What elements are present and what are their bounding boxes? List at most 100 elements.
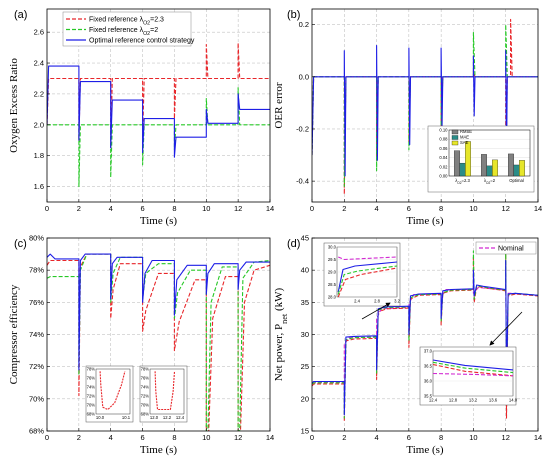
text-run: =2.3 [462, 178, 471, 183]
x-tick-label: 14 [534, 433, 542, 442]
y-tick-label: -0.2 [296, 124, 309, 133]
x-tick-label: 12 [234, 204, 242, 213]
text-run: Time (s) [140, 215, 178, 227]
x-tick-label: 2 [342, 433, 346, 442]
x-tick-label: 12 [502, 204, 510, 213]
text-run: λ [484, 178, 487, 183]
x-tick-label: 4 [374, 433, 378, 442]
zoom-inset-y-tick: 76% [87, 375, 96, 380]
y-tick-label: 1.6 [34, 182, 44, 191]
y-tick-label: 78% [29, 266, 44, 275]
x-tick-label: 6 [140, 433, 144, 442]
zoom-inset-x-tick: 2.4 [354, 299, 360, 304]
subscript: net [280, 313, 289, 324]
zoom-inset-box [419, 346, 517, 406]
zoom-inset-x-tick: 12.2 [163, 415, 172, 420]
bar-inset-category: Optimal [509, 178, 523, 183]
text-run: Time (s) [406, 444, 444, 456]
zoom-inset-curve [99, 371, 126, 411]
panel-c: 0 2 4 6 8 10 12 14 68% 70% 72% 74% 76% 78% 80% Time (s)… [8, 234, 274, 457]
text-run: Fixed reference λ [89, 17, 144, 24]
legend-label: Fixed reference λO2=2.3 [89, 17, 164, 27]
x-tick-label: 0 [310, 204, 314, 213]
zoom-arrow-2 [489, 311, 523, 346]
bar-inset-y-tick: 0.10 [439, 128, 448, 133]
x-tick-label: 12 [502, 433, 510, 442]
text-run: =2 [490, 178, 495, 183]
bar-rmse [454, 150, 460, 177]
bar-sae [492, 159, 498, 177]
zoom-inset-y-tick: 68% [141, 411, 150, 416]
x-axis-title: Time (s) [406, 215, 444, 227]
zoom-inset-curve-blue [337, 261, 398, 293]
zoom-arrow-1 [361, 302, 391, 320]
y-tick-label: 2.2 [34, 89, 44, 98]
zoom-inset-y-tick: 28.0 [328, 294, 337, 299]
series-line-blue [312, 259, 538, 416]
y-axis-title: Oxygen Excess Ratio [8, 58, 20, 153]
zoom-inset-y-tick: 36.5 [424, 363, 433, 368]
zoom-inset-y-tick: 30.0 [328, 244, 337, 249]
bar-legend-label: MAE [460, 135, 469, 140]
text-run: OER error [273, 82, 285, 128]
x-tick-label: 8 [172, 433, 176, 442]
y-tick-label: 40 [301, 266, 309, 275]
x-tick-label: 12 [234, 433, 242, 442]
panel-label: (c) [14, 238, 27, 250]
zoom-inset-y-tick: 68% [87, 411, 96, 416]
zoom-inset-y-tick: 74% [87, 384, 96, 389]
y-axis-title: Net power, Pnet (kW) [273, 287, 289, 381]
y-tick-label: 25 [301, 362, 309, 371]
y-tick-label: 1.8 [34, 151, 44, 160]
x-tick-label: 14 [266, 204, 274, 213]
panel-b: 0 2 4 6 8 10 12 14 -0.4 -0.2 0.0 0.2 Time (s) OER err… [273, 8, 542, 227]
y-tick-label: 2.6 [34, 28, 44, 37]
zoom-inset-y-tick: 36.0 [424, 378, 433, 383]
x-tick-label: 8 [439, 204, 443, 213]
y-axis-title: Compressor efficiency [8, 284, 20, 384]
bar-rmse [508, 153, 514, 177]
x-tick-label: 14 [534, 204, 542, 213]
zoom-inset-y-tick: 74% [141, 384, 150, 389]
y-tick-label: 35 [301, 298, 309, 307]
bar-sae [519, 160, 525, 177]
x-tick-label: 4 [374, 204, 378, 213]
x-tick-label: 2 [342, 204, 346, 213]
panel-label: (d) [287, 238, 300, 250]
zoom-inset-x-tick: 10.1 [122, 415, 131, 420]
x-tick-label: 10 [469, 204, 477, 213]
y-tick-label: 45 [301, 234, 309, 243]
panel-d: 0 2 4 6 8 10 12 14 15 20 25 30 35 40 45 Time (s) Net pow… [273, 234, 542, 457]
x-tick-label: 4 [109, 433, 113, 442]
y-tick-label: 76% [29, 298, 44, 307]
panel-label: (a) [14, 9, 27, 21]
y-tick-label: 70% [29, 394, 44, 403]
series-line-blue [47, 65, 270, 158]
bar-sae [465, 141, 471, 177]
zoom-inset-curve-magenta [432, 372, 514, 377]
x-tick-label: 0 [45, 204, 49, 213]
zoom-inset-y-tick: 29.5 [328, 257, 337, 262]
zoom-inset-box [139, 365, 188, 423]
zoom-inset-y-tick: 35.5 [424, 393, 433, 398]
plot-frame [46, 8, 271, 203]
bar-legend-swatch [451, 135, 459, 140]
zoom-inset-y-tick: 28.5 [328, 282, 337, 287]
bar-mae [459, 162, 466, 177]
x-tick-label: 0 [310, 433, 314, 442]
text-run: Optimal [509, 178, 523, 183]
x-tick-label: 6 [407, 204, 411, 213]
x-tick-label: 10 [202, 433, 210, 442]
y-tick-label: 15 [301, 427, 309, 436]
text-run: Fixed reference λ [89, 27, 144, 34]
y-axis-title: OER error [273, 82, 285, 128]
zoom-inset-curve-red [337, 267, 398, 298]
x-tick-label: 6 [407, 433, 411, 442]
bar-inset-box [427, 125, 535, 193]
series-line-blue [47, 253, 270, 371]
legend-box [475, 241, 537, 255]
bar-mae [513, 164, 520, 177]
legend-label: Fixed reference λO2=2 [89, 27, 158, 37]
y-tick-label: 2.0 [34, 120, 44, 129]
